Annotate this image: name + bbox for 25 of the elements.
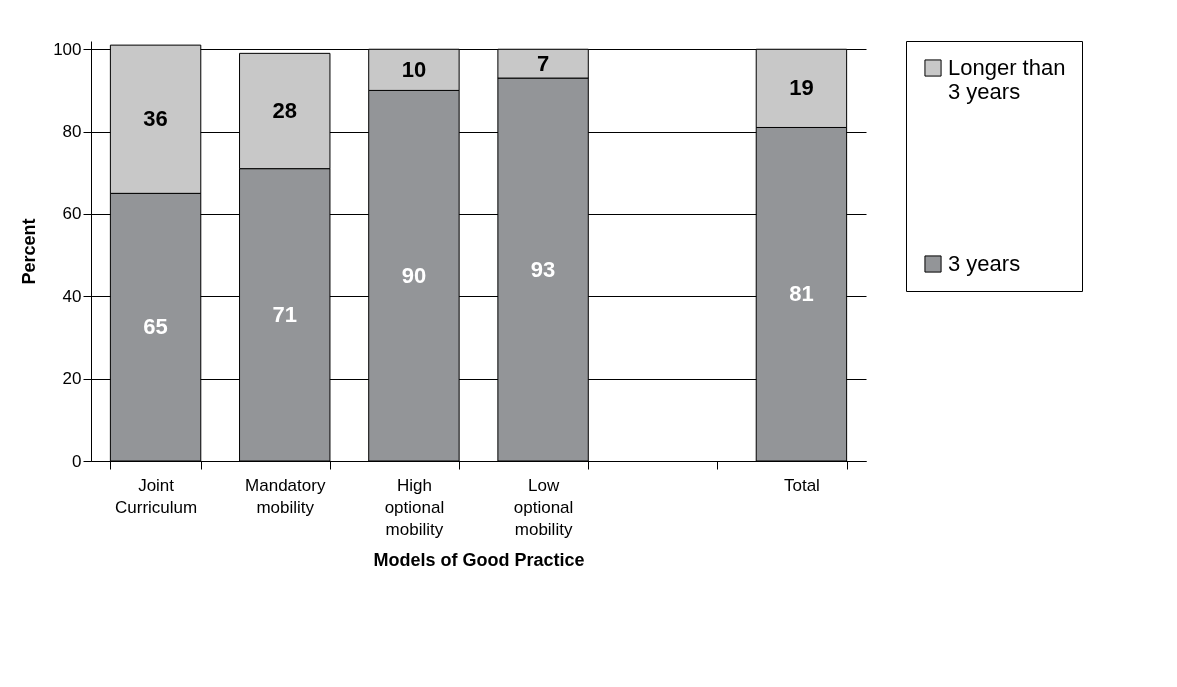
data-label: 7: [536, 50, 550, 76]
data-label: 71: [272, 301, 297, 327]
data-label: 10: [401, 56, 427, 82]
x-axis-title: Models of Good Practice: [373, 549, 585, 570]
x-tick-label: High optional mobility: [384, 475, 445, 539]
data-label: 65: [143, 314, 168, 340]
y-tick-label: 40: [62, 286, 82, 306]
data-label: 28: [272, 98, 297, 123]
x-tick-label: Total: [783, 475, 820, 495]
x-tick-label: Mandatory mobility: [245, 475, 326, 517]
data-label: 81: [789, 281, 814, 307]
y-axis-title: Percent: [19, 218, 40, 285]
legend-label: Longer than 3 years: [948, 55, 1066, 104]
y-tick-label: 20: [62, 369, 82, 389]
data-label: 90: [401, 262, 427, 288]
data-label: 19: [789, 75, 814, 101]
y-tick-label: 0: [72, 451, 82, 471]
y-tick-label: 100: [53, 39, 82, 59]
x-tick-label: Low optional mobility: [513, 475, 574, 539]
data-label: 36: [143, 106, 168, 132]
x-tick-label: Joint Curriculum: [114, 475, 198, 517]
y-tick-label: 80: [62, 122, 82, 142]
legend-label: 3 years: [948, 251, 1021, 276]
data-label: 93: [530, 256, 556, 282]
y-tick-label: 60: [62, 204, 82, 224]
